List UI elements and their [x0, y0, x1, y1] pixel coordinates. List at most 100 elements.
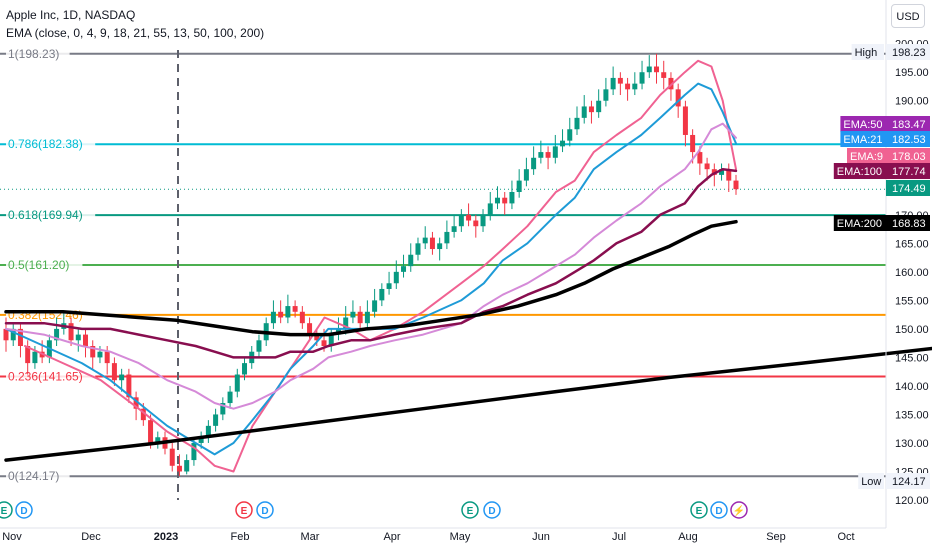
event-marker-text-1: D	[20, 506, 27, 517]
candle-91	[661, 72, 667, 78]
candle-65	[473, 220, 479, 227]
candle-55	[401, 266, 407, 272]
candle-81	[588, 106, 594, 113]
badge-label-3: EMA:9	[850, 151, 883, 163]
candle-42	[307, 323, 313, 335]
candle-95	[690, 134, 696, 153]
candle-59	[429, 237, 435, 250]
badge-value-bg-6	[886, 215, 930, 231]
fib-label-bg-3	[6, 257, 83, 274]
time-label-1: Dec	[81, 531, 101, 543]
time-label-7: Jun	[532, 531, 550, 543]
event-marker-text-7: D	[715, 506, 722, 517]
dividend-marker[interactable]: D	[256, 501, 274, 519]
badge-label-bg-3	[847, 148, 886, 164]
candle-9	[68, 323, 74, 341]
candle-80	[581, 106, 587, 118]
fib-label-2: 0.618(169.94)	[8, 208, 83, 222]
candle-0	[3, 328, 9, 341]
candle-96	[697, 152, 703, 164]
dividend-marker[interactable]: D	[15, 501, 33, 519]
candle-43	[314, 334, 320, 341]
candle-84	[610, 77, 616, 90]
candle-10	[75, 334, 81, 341]
candle-32	[234, 374, 240, 392]
candle-85	[617, 77, 623, 84]
candle-67	[487, 203, 493, 215]
candle-51	[372, 300, 378, 312]
series-ema-9	[24, 59, 737, 473]
event-marker-text-2: E	[241, 506, 248, 517]
event-marker-text-3: D	[261, 506, 268, 517]
event-marker-circle-6	[690, 501, 708, 519]
earnings-marker[interactable]: E	[0, 501, 13, 519]
badge-value-bg-7	[886, 473, 930, 489]
candle-50	[364, 311, 370, 324]
earnings-marker[interactable]: E	[461, 501, 479, 519]
fib-label-bg-0	[6, 45, 70, 62]
event-marker-circle-4	[461, 501, 479, 519]
candle-47	[343, 317, 349, 329]
candle-39	[285, 306, 291, 318]
candle-52	[379, 288, 385, 301]
candle-57	[415, 243, 421, 255]
candle-1	[10, 328, 16, 341]
badge-value-bg-3	[886, 148, 930, 164]
time-label-9: Aug	[678, 531, 698, 543]
badge-label-4: EMA:100	[837, 166, 882, 178]
candle-87	[632, 83, 638, 90]
time-label-8: Jul	[612, 531, 626, 543]
candle-21	[155, 437, 161, 443]
candle-11	[83, 334, 89, 346]
series-ema-21	[5, 82, 737, 456]
badge-label-6: EMA:200	[837, 218, 882, 230]
badge-value-7: 124.17	[892, 476, 926, 488]
badge-value-0: 198.23	[892, 47, 926, 59]
badge-label-bg-0	[851, 44, 884, 60]
candle-29	[213, 414, 219, 426]
candle-7	[54, 328, 60, 341]
candle-18	[133, 397, 139, 409]
time-label-6: May	[450, 531, 471, 543]
event-marker-text-6: E	[696, 506, 703, 517]
fib-label-3: 0.5(161.20)	[8, 258, 69, 272]
candle-74	[538, 152, 544, 158]
candle-86	[625, 83, 631, 90]
series-ema-100	[4, 167, 738, 359]
candle-15	[111, 363, 117, 381]
badge-value-2: 182.53	[892, 134, 926, 146]
price-tick-8: 160.00	[895, 267, 929, 279]
earnings-marker[interactable]: E	[690, 501, 708, 519]
fib-label-5: 0.236(141.65)	[8, 370, 83, 384]
earnings-marker[interactable]: E	[235, 501, 253, 519]
fib-label-bg-5	[6, 368, 96, 385]
badge-label-bg-2	[840, 131, 886, 147]
candle-82	[596, 100, 602, 113]
time-label-3: Feb	[231, 531, 250, 543]
dividend-marker[interactable]: D	[710, 501, 728, 519]
price-tick-6: 150.00	[895, 324, 929, 336]
candle-88	[639, 72, 645, 84]
candle-27	[198, 437, 204, 443]
candle-60	[437, 243, 443, 250]
indicator-legend[interactable]: EMA (close, 0, 4, 9, 18, 21, 55, 13, 50,…	[6, 26, 265, 40]
candle-61	[444, 231, 450, 244]
candle-75	[545, 152, 551, 158]
candle-33	[242, 363, 248, 375]
candle-40	[292, 306, 298, 312]
candle-4	[32, 351, 38, 364]
candle-99	[719, 169, 725, 175]
candle-66	[480, 214, 486, 227]
badge-value-3: 178.03	[892, 151, 926, 163]
dividend-marker[interactable]: D	[483, 501, 501, 519]
candle-58	[422, 237, 428, 244]
candle-14	[104, 351, 110, 364]
currency-button[interactable]: USD	[891, 4, 925, 28]
split-marker[interactable]: ⚡	[730, 501, 748, 519]
time-label-10: Sep	[766, 531, 786, 543]
candle-90	[653, 66, 659, 73]
fib-label-1: 0.786(182.38)	[8, 137, 83, 151]
candle-13	[97, 351, 103, 358]
price-tick-4: 140.00	[895, 381, 929, 393]
